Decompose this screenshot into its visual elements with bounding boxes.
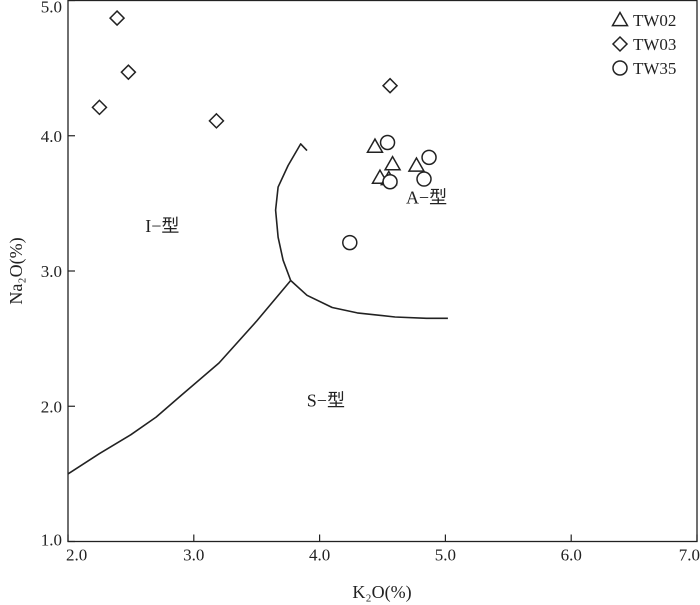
legend-label: TW35 <box>633 59 676 78</box>
legend-marker-tw03 <box>611 35 629 53</box>
data-point-tw03 <box>91 99 108 116</box>
data-point-tw35 <box>421 149 437 166</box>
tick-labels: 2.0 3.0 4.0 5.0 6.0 7.01.02.03.04.05.0 <box>41 0 700 565</box>
legend-label: TW02 <box>633 11 676 30</box>
tick-marks <box>67 0 698 543</box>
data-point-tw35 <box>342 234 358 251</box>
is-boundary <box>67 279 292 475</box>
region-label: S−型 <box>307 390 345 410</box>
legend-label: TW03 <box>633 35 676 54</box>
region-labels: I−型 A−型 S−型 <box>145 187 447 410</box>
data-point-tw02 <box>383 155 402 171</box>
y-tick-label: 1.0 <box>41 531 62 550</box>
data-point-tw02 <box>407 156 426 172</box>
data-point-tw03 <box>109 10 126 27</box>
y-tick-label: 4.0 <box>41 127 62 146</box>
data-point-tw02 <box>366 137 384 153</box>
y-tick-label: 3.0 <box>41 262 62 281</box>
y-tick-label: 2.0 <box>41 397 62 416</box>
data-point-tw35 <box>416 171 432 187</box>
legend-marker-tw02 <box>611 10 629 27</box>
data-point-tw03 <box>208 112 225 129</box>
x-tick-label: 4.0 <box>309 546 330 565</box>
x-axis-label: K₂O(%) <box>352 582 411 603</box>
x-tick-label: 2.0 <box>66 546 87 565</box>
legend: TW02 TW03 TW35 <box>611 10 676 78</box>
y-tick-label: 5.0 <box>41 0 62 17</box>
as-boundary <box>290 279 448 320</box>
data-point-tw35 <box>382 173 398 190</box>
region-label: A−型 <box>406 187 447 207</box>
data-point-tw35 <box>379 134 396 151</box>
data-point-tw03 <box>381 77 399 94</box>
plot-frame <box>67 0 698 543</box>
boundary-lines <box>67 143 448 475</box>
ia-boundary <box>274 143 308 281</box>
y-axis-label: Na₂O(%) <box>6 237 27 304</box>
x-tick-label: 6.0 <box>561 546 582 565</box>
x-tick-label: 7.0 <box>679 546 700 565</box>
data-point-tw03 <box>120 64 137 81</box>
x-tick-label: 3.0 <box>183 546 204 565</box>
data-points <box>91 10 437 251</box>
x-tick-label: 5.0 <box>435 546 456 565</box>
legend-marker-tw35 <box>612 60 628 76</box>
region-label: I−型 <box>145 216 179 236</box>
